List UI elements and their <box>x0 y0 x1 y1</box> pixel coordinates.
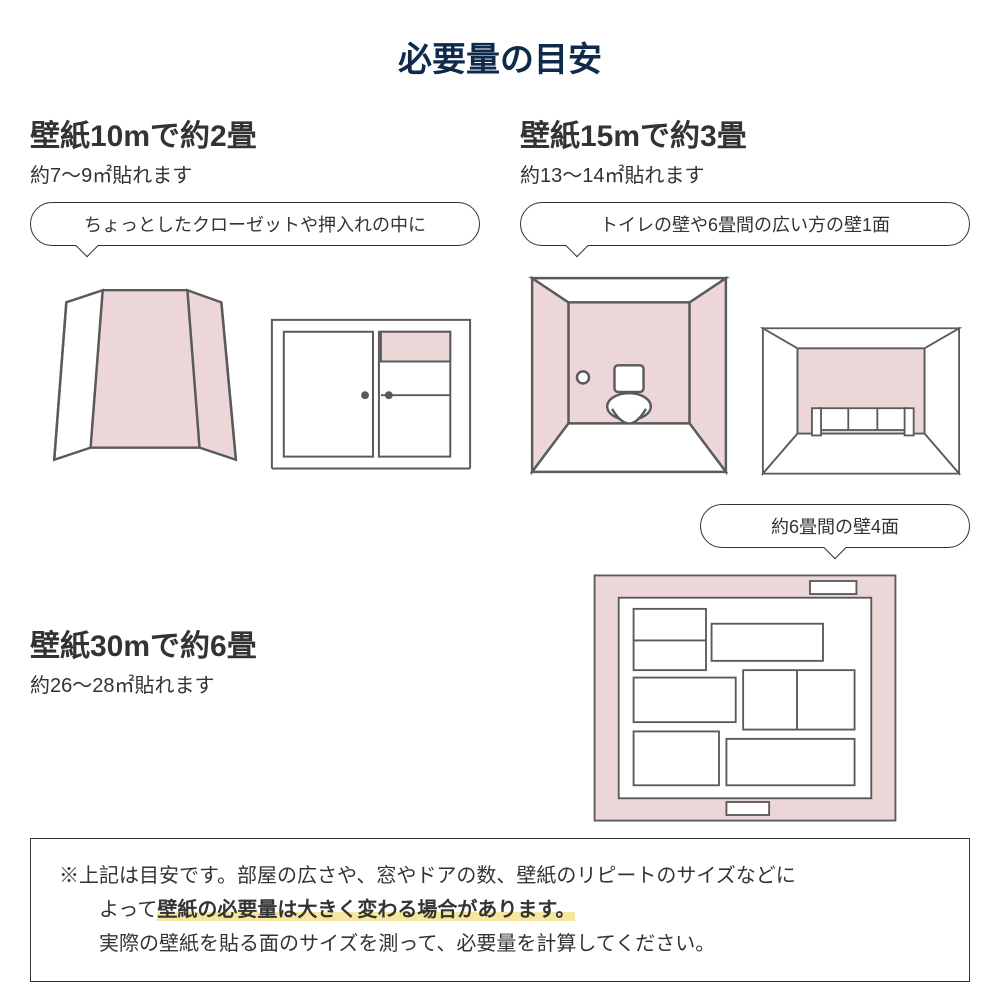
footer-line2-prefix: よって <box>99 899 157 921</box>
sliding-closet-illustration <box>262 306 480 484</box>
section-10m: 壁紙10mで約2畳 約7～9㎡貼れます ちょっとしたクローゼットや押入れの中に <box>30 111 480 484</box>
footer-line2-highlight: 壁紙の必要量は大きく変わる場合があります。 <box>157 899 575 921</box>
page-title: 必要量の目安 <box>30 32 970 81</box>
closet-illustration <box>30 266 248 484</box>
bubble-wrap-30m: 約6畳間の壁4面 <box>520 504 970 548</box>
bubble-wrap-15m: トイレの壁や6畳間の広い方の壁1面 <box>520 202 970 246</box>
sections-grid: 壁紙10mで約2畳 約7～9㎡貼れます ちょっとしたクローゼットや押入れの中に <box>30 111 970 828</box>
floor-plan-illustration <box>520 568 970 828</box>
accent-wall-room-illustration <box>752 321 970 485</box>
bubble-tail-icon <box>566 235 589 258</box>
bubble-wrap-10m: ちょっとしたクローゼットや押入れの中に <box>30 202 480 246</box>
bubble-text-30m: 約6畳間の壁4面 <box>771 517 899 537</box>
bubble-tail-icon <box>76 235 99 258</box>
heading-10m: 壁紙10mで約2畳 <box>30 111 480 155</box>
heading-30m: 壁紙30mで約6畳 <box>30 621 480 665</box>
footer-line2: よって壁紙の必要量は大きく変わる場合があります。 <box>59 893 941 927</box>
illus-row-10m <box>30 266 480 484</box>
bubble-text-15m: トイレの壁や6畳間の広い方の壁1面 <box>600 215 890 235</box>
heading-15m: 壁紙15mで約3畳 <box>520 111 970 155</box>
footer-note: ※上記は目安です。部屋の広さや、窓やドアの数、壁紙のリピートのサイズなどに よっ… <box>30 838 970 982</box>
toilet-room-illustration <box>520 266 738 484</box>
bubble-10m: ちょっとしたクローゼットや押入れの中に <box>30 202 480 246</box>
section-30m-figure: 約6畳間の壁4面 <box>520 504 970 828</box>
bubble-30m: 約6畳間の壁4面 <box>700 504 970 548</box>
sub-15m: 約13～14㎡貼れます <box>520 159 970 188</box>
bubble-15m: トイレの壁や6畳間の広い方の壁1面 <box>520 202 970 246</box>
sub-10m: 約7～9㎡貼れます <box>30 159 480 188</box>
infographic-page: 必要量の目安 壁紙10mで約2畳 約7～9㎡貼れます ちょっとしたクローゼットや… <box>0 0 1000 1000</box>
bubble-tail-icon <box>824 537 847 560</box>
section-15m: 壁紙15mで約3畳 約13～14㎡貼れます トイレの壁や6畳間の広い方の壁1面 <box>520 111 970 484</box>
footer-line1: ※上記は目安です。部屋の広さや、窓やドアの数、壁紙のリピートのサイズなどに <box>59 859 941 893</box>
bubble-text-10m: ちょっとしたクローゼットや押入れの中に <box>84 215 426 235</box>
illus-row-15m <box>520 266 970 484</box>
sub-30m: 約26～28㎡貼れます <box>30 669 480 698</box>
footer-line3: 実際の壁紙を貼る面のサイズを測って、必要量を計算してください。 <box>59 927 941 961</box>
section-30m-text: 壁紙30mで約6畳 約26～28㎡貼れます <box>30 504 480 828</box>
